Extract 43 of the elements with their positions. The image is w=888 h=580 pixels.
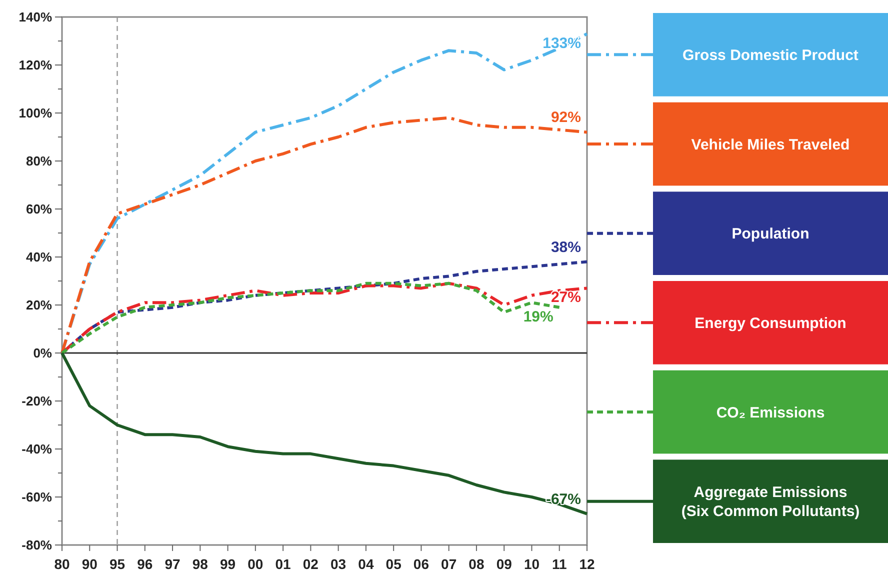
x-tick-label: 96 (137, 556, 153, 572)
y-tick-label: 20% (26, 298, 52, 313)
y-tick-label: 60% (26, 202, 52, 217)
x-tick-label: 04 (358, 556, 374, 572)
y-tick-label: 140% (18, 10, 52, 25)
x-tick-label: 05 (386, 556, 402, 572)
x-tick-label: 00 (248, 556, 264, 572)
x-tick-label: 90 (82, 556, 98, 572)
line-series (60, 352, 588, 516)
x-tick-label: 03 (330, 556, 346, 572)
x-tick-label: 80 (54, 556, 70, 572)
annotation: 19% (523, 308, 554, 326)
x-tick-label: 12 (579, 556, 595, 572)
text: Population (732, 226, 810, 243)
legend-label: Gross Domestic Product (682, 46, 858, 64)
x-tick-label: 95 (109, 556, 126, 572)
text: Vehicle Miles Traveled (691, 136, 850, 154)
y-tick-label: 120% (18, 58, 52, 73)
text: CO₂ Emissions (716, 404, 825, 422)
x-tick-label: 06 (413, 556, 430, 572)
y-tick-label: 80% (26, 154, 52, 169)
x-tick-label: 02 (302, 556, 319, 572)
x-tick-label: 01 (275, 556, 292, 572)
x-tick-label: 09 (496, 556, 512, 572)
annotation: 27% (550, 289, 581, 306)
x-tick-label: 98 (192, 556, 208, 572)
y-tick-label: -40% (22, 442, 52, 457)
y-tick-label: -60% (22, 490, 52, 505)
annotation: 92% (550, 109, 581, 126)
x-tick-label: 97 (164, 556, 181, 572)
x-tick-label: 99 (220, 556, 236, 572)
annotation: 38% (550, 238, 581, 256)
y-tick-label: 100% (18, 106, 52, 121)
y-tick-label: 40% (26, 250, 52, 265)
x-tick-label: 11 (552, 556, 567, 572)
text: Aggregate Emissions (Six Common Pollutants) (681, 484, 860, 520)
x-tick-label: 10 (524, 556, 540, 572)
y-tick-label: -20% (22, 394, 52, 409)
y-tick-label: 0% (33, 346, 52, 361)
y-tick-label: -80% (22, 538, 52, 553)
x-tick-label: 08 (468, 556, 484, 572)
x-tick-label: 07 (441, 556, 457, 572)
text: Energy Consumption (694, 314, 846, 332)
